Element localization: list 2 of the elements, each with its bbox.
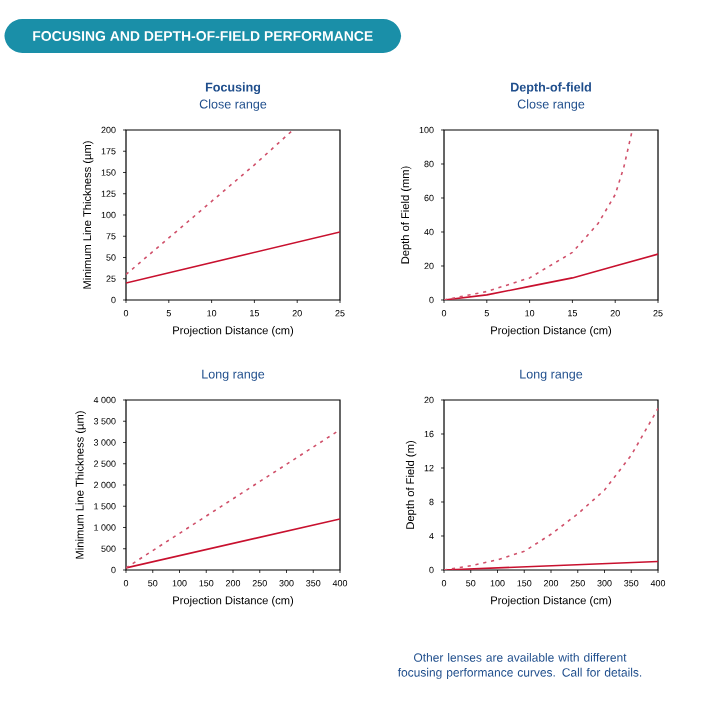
line-series xyxy=(126,129,294,276)
line-series xyxy=(444,407,658,570)
